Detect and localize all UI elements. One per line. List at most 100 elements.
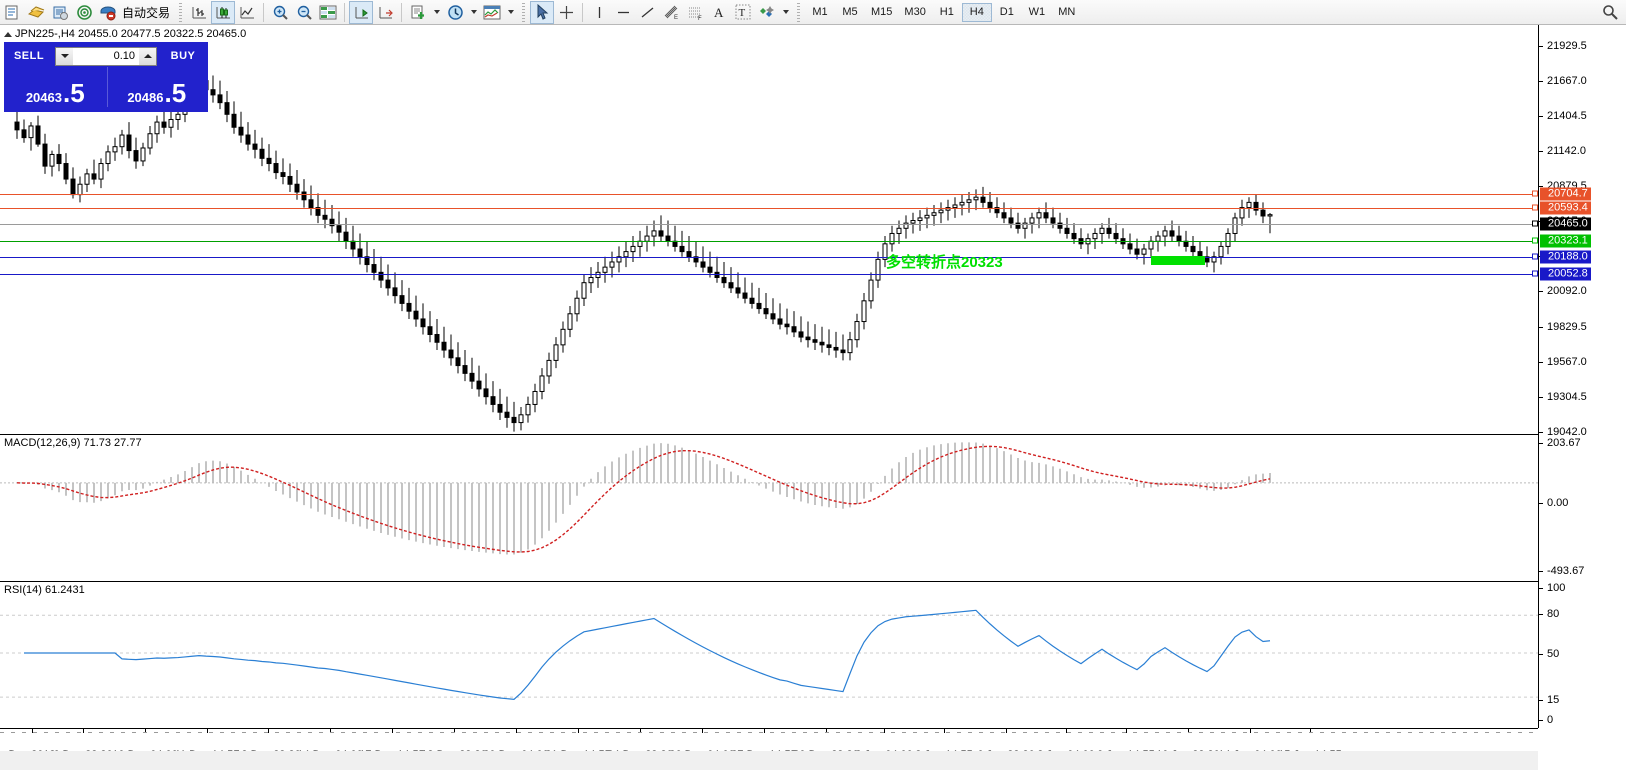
chart-shift-icon[interactable] [373,1,397,24]
indicators-icon[interactable] [406,1,430,24]
scale-tick [1539,432,1543,433]
timeframe-m5[interactable]: M5 [842,6,858,18]
scale-tick [1539,151,1543,152]
price-level-handle[interactable] [1532,253,1538,260]
buy-button[interactable]: BUY [170,50,196,62]
volume-increase-button[interactable] [139,47,156,65]
price-level-tag[interactable]: 20052.8 [1532,267,1591,281]
cursor-icon[interactable] [530,0,555,24]
price-level-handle[interactable] [1532,220,1538,227]
timeframe-m15[interactable]: M15 [871,6,893,18]
chart-collapse-icon[interactable] [4,31,12,37]
buy-price[interactable]: 20486.5 [106,67,206,107]
price-level-tag[interactable]: 20323.1 [1532,234,1591,248]
macd-plot [0,442,1538,555]
autoscroll-icon[interactable] [349,0,374,24]
market-icon[interactable] [96,1,120,24]
news-icon[interactable] [48,1,72,24]
toolbar-grip-2[interactable] [520,2,528,22]
line-chart-icon[interactable] [235,1,259,24]
timeframe-h4[interactable]: H4 [961,2,992,22]
price-level-line[interactable] [0,224,1538,225]
text-icon[interactable]: A [707,1,731,24]
price-level-handle[interactable] [1532,237,1538,244]
toolbar-grip[interactable] [177,2,185,22]
scale-tick [1539,291,1543,292]
signals-icon[interactable] [72,1,96,24]
price-scale[interactable]: 21929.521667.021404.521142.020879.520617… [1538,25,1626,728]
templates-icon[interactable] [480,1,504,24]
search-icon[interactable] [1598,1,1622,24]
price-level-line[interactable] [0,194,1538,195]
price-level-line[interactable] [0,257,1538,258]
text-label-icon[interactable]: T [731,1,755,24]
volume-stepper[interactable]: 0.10 [55,46,157,66]
sell-price[interactable]: 20463.5 [6,67,105,107]
objects-dropdown-icon[interactable] [779,1,792,24]
fibonacci-icon[interactable]: F [683,1,707,24]
indicators-dropdown-icon[interactable] [430,1,443,24]
green-rectangle-object[interactable] [1151,256,1205,265]
price-level-tag[interactable]: 20704.7 [1532,187,1591,201]
toolbar-separator [263,2,265,22]
candlestick-chart-icon[interactable] [211,0,236,24]
timeframe-m1[interactable]: M1 [812,6,828,18]
timeframe-h1[interactable]: H1 [939,6,954,18]
svg-text:F: F [698,16,702,21]
chart-window[interactable]: JPN225-,H4 20455.0 20477.5 20322.5 20465… [0,25,1626,770]
timeframe-m30[interactable]: M30 [904,6,926,18]
rsi-pane[interactable]: RSI(14) 61.2431 [0,581,1540,728]
toolbar-separator-3 [401,2,403,22]
autotrade-label[interactable]: 自动交易 [122,5,171,20]
crosshair-icon[interactable] [554,1,578,24]
main-toolbar: 自动交易 [0,0,1626,25]
timeframe-mn[interactable]: MN [1058,6,1076,18]
zoom-in-icon[interactable] [268,1,292,24]
horizontal-scrollbar[interactable] [0,751,1538,770]
price-scale-label: 19304.5 [1547,391,1587,403]
horizontal-line-icon[interactable] [611,1,635,24]
zoom-out-icon[interactable] [292,1,316,24]
price-level-tag[interactable]: 20188.0 [1532,250,1591,264]
price-pane[interactable] [0,25,1540,433]
data-window-icon[interactable] [316,1,340,24]
objects-icon[interactable] [755,1,779,24]
price-level-line[interactable] [0,274,1538,275]
price-level-tag[interactable]: 20593.4 [1532,201,1591,215]
one-click-trading-panel[interactable]: SELL 0.10 BUY 20463.5 20486.5 [4,42,208,112]
periods-icon[interactable] [443,1,467,24]
timeframe-d1[interactable]: D1 [999,6,1014,18]
price-level-handle[interactable] [1532,190,1538,197]
price-level-handle[interactable] [1532,204,1538,211]
bar-chart-icon[interactable] [187,1,211,24]
price-level-line[interactable] [0,241,1538,242]
macd-label: MACD(12,26,9) 71.73 27.77 [4,437,142,449]
time-axis-minor-ticks [0,731,1538,735]
price-scale-label: 19829.5 [1547,321,1587,333]
price-level-line[interactable] [0,208,1538,209]
svg-text:E: E [674,15,678,21]
timeframe-w1[interactable]: W1 [1028,6,1046,18]
volume-value[interactable]: 0.10 [73,47,139,65]
price-scale-label: 21404.5 [1547,110,1587,122]
price-level-tag[interactable]: 20465.0 [1532,217,1591,231]
scale-tick [1539,503,1543,504]
price-level-handle[interactable] [1532,270,1538,277]
scale-tick [1539,81,1543,82]
new-order-icon[interactable] [0,1,24,24]
trendline-icon[interactable] [635,1,659,24]
volume-decrease-button[interactable] [56,47,73,65]
templates-dropdown-icon[interactable] [504,1,517,24]
scale-tick [1539,571,1543,572]
periods-dropdown-icon[interactable] [467,1,480,24]
gold-bars-icon[interactable] [24,1,48,24]
macd-pane[interactable]: MACD(12,26,9) 71.73 27.77 [0,434,1540,580]
sell-button[interactable]: SELL [13,50,45,62]
rsi-scale-label: 80 [1547,608,1560,620]
toolbar-grip-3[interactable] [795,2,803,22]
chart-annotation-text[interactable]: 多空转折点20323 [886,254,1003,271]
vertical-line-icon[interactable] [587,1,611,24]
macd-scale-label: -493.67 [1547,565,1585,577]
chart-title-text: JPN225-,H4 20455.0 20477.5 20322.5 20465… [15,28,247,40]
equidistant-channel-icon[interactable]: E [659,1,683,24]
